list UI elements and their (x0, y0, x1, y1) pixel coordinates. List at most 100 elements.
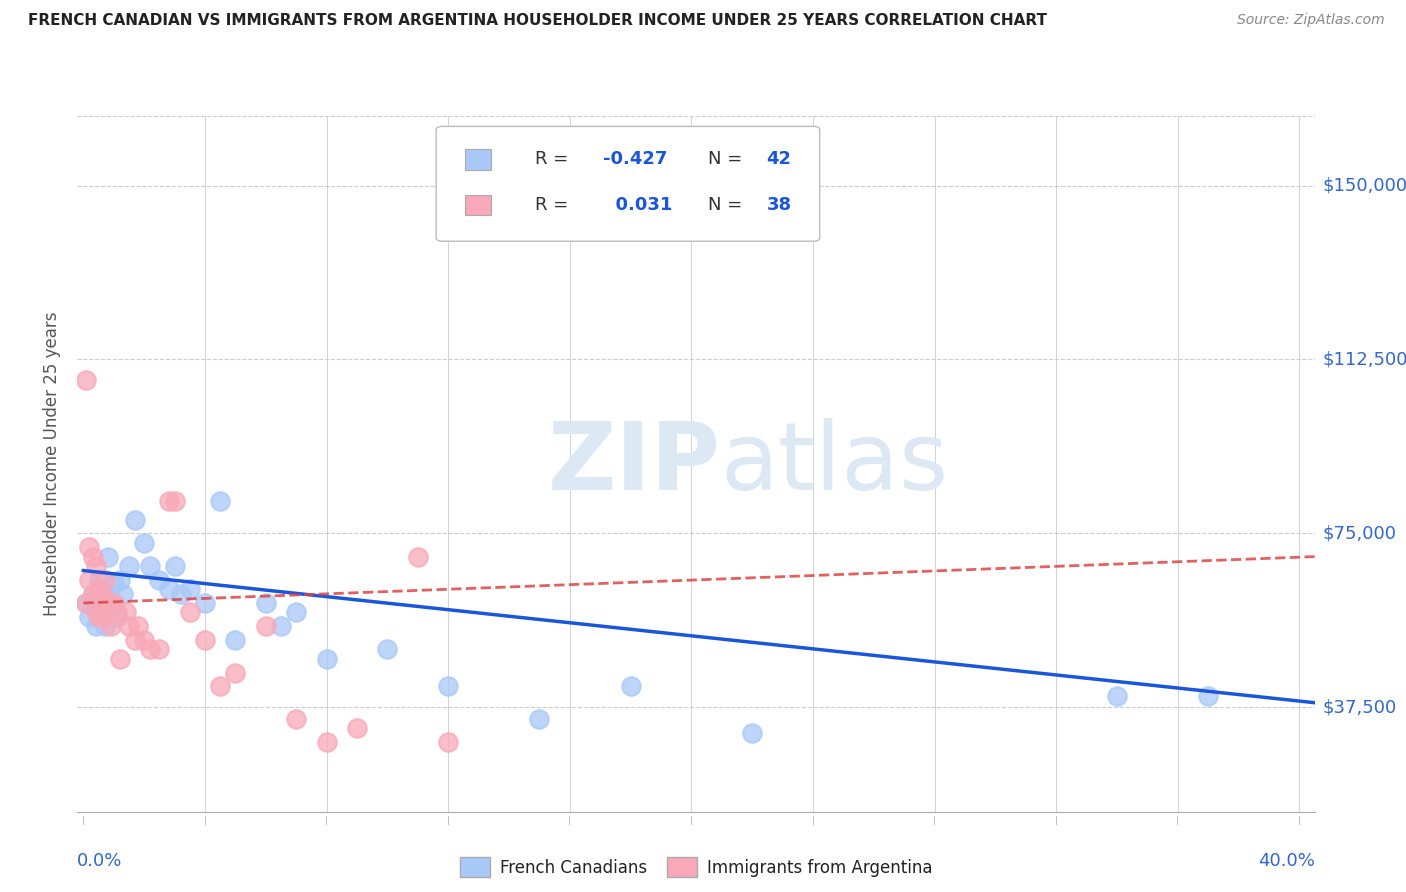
Point (529, 712, 551, 726)
Point (93, 573, 115, 587)
Point (134, 633, 156, 648)
Point (87, 605, 110, 619)
Text: |: | (934, 816, 936, 825)
Point (103, 596, 125, 610)
Bar (464, 149, 491, 169)
Text: N =: N = (709, 196, 748, 214)
Point (1197, 689, 1219, 703)
Point (75, 596, 97, 610)
Point (108, 651, 131, 665)
Point (90, 605, 112, 619)
Text: |: | (82, 816, 84, 825)
Text: atlas: atlas (721, 417, 949, 510)
Point (134, 535, 156, 549)
Point (87, 582, 110, 596)
Point (82, 587, 104, 601)
Point (82, 549, 104, 564)
Point (100, 619, 122, 633)
Y-axis label: Householder Income Under 25 years: Householder Income Under 25 years (44, 311, 62, 616)
Point (163, 494, 186, 508)
Point (437, 735, 460, 749)
Point (157, 494, 180, 508)
Point (115, 605, 138, 619)
Point (93, 610, 115, 624)
Point (194, 633, 217, 648)
Point (79, 610, 101, 624)
Text: 0.031: 0.031 (603, 196, 672, 214)
Point (209, 494, 232, 508)
Text: |: | (1177, 816, 1180, 825)
Text: |: | (1298, 816, 1301, 825)
Point (108, 573, 131, 587)
Point (148, 573, 170, 587)
Point (79, 573, 101, 587)
Point (84, 605, 107, 619)
Point (93, 619, 115, 633)
Point (285, 712, 308, 726)
Text: |: | (204, 816, 207, 825)
Text: ZIP: ZIP (548, 417, 721, 510)
Point (103, 577, 125, 591)
Point (124, 633, 146, 648)
Point (105, 605, 128, 619)
Point (315, 651, 337, 665)
Text: $112,500: $112,500 (1323, 351, 1406, 368)
Point (406, 549, 429, 564)
Point (84, 619, 107, 633)
Text: 40.0%: 40.0% (1258, 852, 1315, 870)
Point (139, 558, 162, 573)
Point (97, 549, 120, 564)
Point (100, 605, 122, 619)
Point (194, 596, 217, 610)
Point (118, 619, 141, 633)
Text: 0.0%: 0.0% (77, 852, 122, 870)
Text: $75,000: $75,000 (1323, 524, 1398, 542)
Point (254, 619, 277, 633)
Point (97, 596, 120, 610)
Point (127, 619, 149, 633)
Point (118, 558, 141, 573)
Point (285, 605, 308, 619)
Point (84, 558, 107, 573)
Text: |: | (325, 816, 328, 825)
Point (209, 680, 232, 694)
Text: R =: R = (536, 150, 574, 168)
Text: |: | (811, 816, 814, 825)
Point (179, 605, 201, 619)
Text: |: | (690, 816, 693, 825)
Point (87, 610, 110, 624)
Point (82, 587, 104, 601)
Point (437, 680, 460, 694)
Text: -0.427: -0.427 (603, 150, 668, 168)
Text: |: | (568, 816, 571, 825)
Legend: French Canadians, Immigrants from Argentina: French Canadians, Immigrants from Argent… (453, 851, 939, 883)
Point (93, 587, 115, 601)
Point (90, 587, 112, 601)
Point (105, 610, 128, 624)
Point (148, 642, 170, 657)
Point (741, 726, 763, 740)
Point (84, 596, 107, 610)
Text: $150,000: $150,000 (1323, 177, 1406, 194)
Point (103, 596, 125, 610)
Point (377, 642, 399, 657)
Point (124, 512, 146, 526)
Point (179, 582, 201, 596)
Point (270, 619, 292, 633)
Point (97, 596, 120, 610)
Point (346, 721, 368, 735)
Text: |: | (447, 816, 450, 825)
Point (75, 596, 97, 610)
Point (79, 541, 101, 555)
Point (315, 735, 337, 749)
Point (163, 558, 186, 573)
Point (1105, 689, 1128, 703)
Point (90, 582, 112, 596)
Point (111, 587, 134, 601)
Text: R =: R = (536, 196, 574, 214)
Point (254, 596, 277, 610)
Text: |: | (1054, 816, 1057, 825)
FancyBboxPatch shape (436, 127, 820, 241)
Point (157, 582, 180, 596)
Text: Source: ZipAtlas.com: Source: ZipAtlas.com (1237, 13, 1385, 28)
